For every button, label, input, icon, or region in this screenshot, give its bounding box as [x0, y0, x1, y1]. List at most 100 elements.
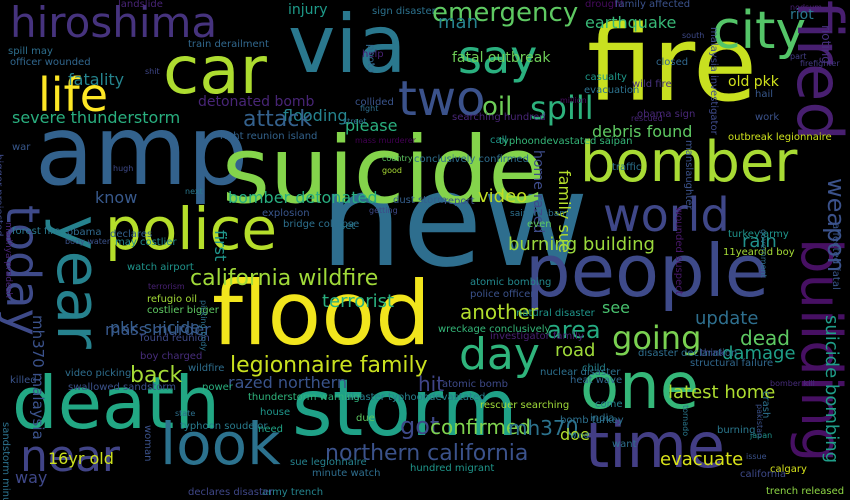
word-wild-fire: wild fire: [632, 79, 672, 90]
word-wind: wind: [570, 431, 589, 440]
word-structural-failure: structural failure: [690, 358, 774, 369]
word-firefighter: firefighter: [800, 59, 840, 68]
word-confirmed: confirmed: [430, 415, 531, 439]
word-police-officer: police officer: [470, 289, 535, 300]
word-atomic-bomb: atomic bomb: [442, 379, 508, 390]
word-way: way: [15, 468, 48, 487]
word-family-affected: family affected: [615, 0, 691, 10]
word-photo: photo: [365, 44, 376, 73]
word-video: video: [478, 186, 528, 207]
word-issue: issue: [746, 452, 767, 461]
word-call: call: [490, 135, 508, 146]
word-two: two: [398, 71, 486, 127]
word-japan: japan: [750, 431, 773, 440]
word-emergency: emergency: [432, 0, 579, 28]
word-fire: fire: [587, 3, 757, 125]
word-spill-may: spill may: [8, 46, 53, 57]
word-madhya-pradesh: madhya pradesh: [3, 222, 13, 298]
word-traffic: traffic: [612, 162, 642, 173]
word-latest-home: latest home: [668, 382, 776, 403]
word-forest-fire: forest fire: [12, 226, 61, 237]
word-going: going: [612, 319, 702, 357]
word-got: got: [400, 412, 440, 440]
word-officer-wounded: officer wounded: [10, 57, 91, 68]
word-near: near: [20, 431, 121, 482]
word-need: need: [258, 424, 283, 435]
word-conclusively-confirmed: conclusively confirmed: [414, 154, 529, 165]
word-city: city: [712, 1, 807, 61]
word-california-wildfire: california wildfire: [190, 266, 379, 291]
word-look: look: [160, 410, 281, 478]
word-india: india: [590, 413, 615, 424]
word-explosion: explosion: [262, 208, 310, 219]
word-16yr-old: 16yr old: [48, 449, 114, 468]
word-declares-disaster: declares disaster: [188, 487, 274, 498]
word-nodsum: nodsum: [790, 3, 823, 12]
word-obama: obama: [67, 227, 102, 238]
word-video-picking: video picking: [65, 368, 132, 379]
word-bomber: bomber: [580, 130, 798, 195]
word-minute-watch: minute watch: [312, 468, 381, 479]
word-sandstorm-minute: sandstorm minute: [0, 422, 11, 500]
word-wreckage-conclusively: wreckage conclusively: [438, 324, 551, 335]
word-pakistan: pakistan: [755, 404, 764, 439]
word-shit: shit: [145, 67, 160, 76]
word-attack: attack: [243, 107, 313, 132]
word-thunderstorm-warning: thunderstorm warning: [248, 392, 360, 403]
word-world: world: [603, 188, 730, 242]
word-closed: closed: [656, 57, 689, 68]
word-trench-released: trench released: [766, 486, 845, 497]
word-terrorist: terrorist: [322, 291, 395, 312]
word-disaster-typhoondevastated: disaster typhoondevastated: [345, 392, 486, 403]
word-sign-disaster: sign disaster: [372, 6, 436, 17]
word-woman: woman: [142, 425, 153, 462]
word-atomic-bombing: atomic bombing: [470, 277, 552, 288]
word-hiroshima: hiroshima: [10, 0, 218, 47]
word-may-costlier: may costlier: [115, 237, 177, 248]
word-doe: doe: [560, 425, 590, 444]
word-outbreak-legionnaire: outbreak legionnaire: [728, 132, 832, 143]
word-say: say: [458, 30, 538, 84]
word-country: country: [382, 154, 413, 163]
word-getting: getting: [369, 206, 398, 215]
word-11yearold-boy: 11yearold boy: [723, 247, 795, 258]
word-area: area: [547, 316, 601, 344]
word-california: california: [740, 469, 787, 480]
word-flooding: flooding: [283, 106, 348, 125]
word-time: time: [585, 409, 726, 482]
word-detonated-bomb: detonated bomb: [198, 94, 315, 110]
word-costlier-bigger: costlier bigger: [147, 305, 219, 316]
word-sue-legionnaire: sue legionnaire: [290, 457, 367, 468]
word-house: house: [260, 407, 291, 418]
word-natural-disaster: natural disaster: [516, 308, 595, 319]
word-boy-charged: boy charged: [140, 351, 203, 362]
word-next: next: [185, 187, 203, 196]
word-bridge-collapse: bridge collapse: [283, 219, 360, 230]
word-please: please: [345, 116, 398, 135]
word-wildfire: wildfire: [188, 363, 225, 374]
word-evacuation: evacuation: [584, 85, 640, 96]
word-wounded-suspect: wounded suspect: [673, 207, 684, 295]
word-collided: collided: [355, 97, 394, 108]
word-hundred-migrant: hundred migrant: [410, 463, 495, 474]
word-disaster-declaration: disaster declaration: [638, 348, 738, 359]
word-state: state: [175, 409, 196, 418]
word-army-trench: army trench: [262, 487, 324, 498]
word-storm: storm: [292, 364, 518, 454]
word-via: via: [288, 0, 407, 91]
word-child: child: [582, 363, 606, 374]
word-debris-found: debris found: [592, 122, 693, 141]
word-first: first: [211, 230, 230, 262]
word-dead: dead: [740, 326, 790, 350]
word-people: people: [525, 229, 770, 313]
word-want: want: [612, 439, 637, 450]
word-one: one: [580, 350, 700, 424]
word-million: million: [560, 96, 587, 105]
word-new: new: [320, 144, 589, 296]
word-mass-murderer: mass murderer: [355, 136, 416, 145]
word-manslaughter: manslaughter: [683, 140, 694, 210]
word-burning: burning: [717, 425, 756, 436]
word-legionnaire-family: legionnaire family: [230, 353, 428, 378]
word-bomber-kill: bomber kill: [770, 379, 815, 388]
word-killed: killed: [10, 375, 37, 386]
